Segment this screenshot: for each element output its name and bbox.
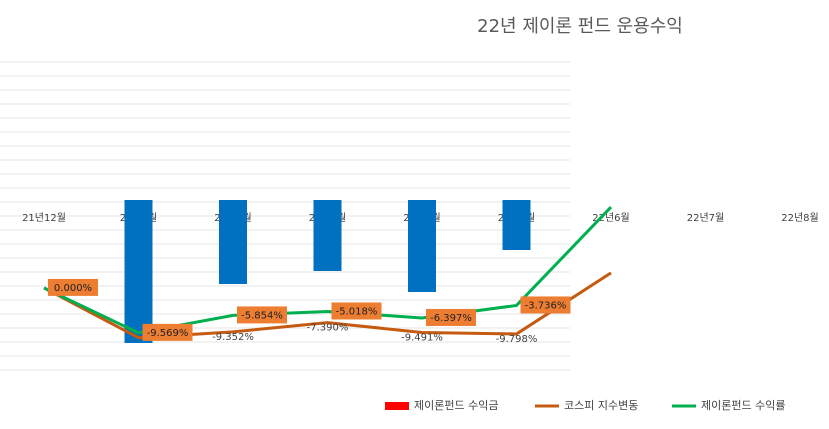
data-label: -7.390% [307, 323, 349, 334]
data-label: -3.736% [525, 300, 567, 311]
data-label-box [426, 308, 476, 326]
line [43, 271, 612, 340]
data-label-box [142, 323, 193, 341]
legend-label: 제이론펀드 수익금 [414, 399, 498, 412]
data-label: -5.018% [336, 306, 378, 317]
bar [313, 200, 342, 271]
data-label: -9.798% [496, 334, 538, 345]
data-label-box [331, 302, 382, 320]
x-tick-label: 22년8월 [781, 212, 819, 224]
chart-title: 22년 제이론 펀드 운용수익 [477, 16, 683, 37]
x-tick-label: 21년12월 [22, 212, 66, 224]
bar [124, 200, 153, 343]
data-label-box [237, 306, 287, 324]
bar [502, 200, 531, 250]
legend-swatch [385, 402, 409, 410]
data-label: -5.854% [241, 310, 283, 321]
data-label-box [48, 278, 98, 296]
legend-label: 제이론펀드 수익률 [701, 399, 785, 412]
bar [408, 200, 436, 292]
data-label: -9.569% [147, 328, 189, 339]
bar [219, 200, 247, 284]
line [43, 206, 613, 335]
data-label: -9.352% [212, 332, 254, 343]
data-label: -9.491% [401, 332, 443, 343]
data-label: -6.397% [430, 313, 472, 324]
data-label-box [520, 296, 571, 314]
data-label: 0.000% [54, 283, 92, 294]
x-tick-label: 22년7월 [687, 212, 725, 224]
legend-label: 코스피 지수변동 [564, 399, 638, 412]
